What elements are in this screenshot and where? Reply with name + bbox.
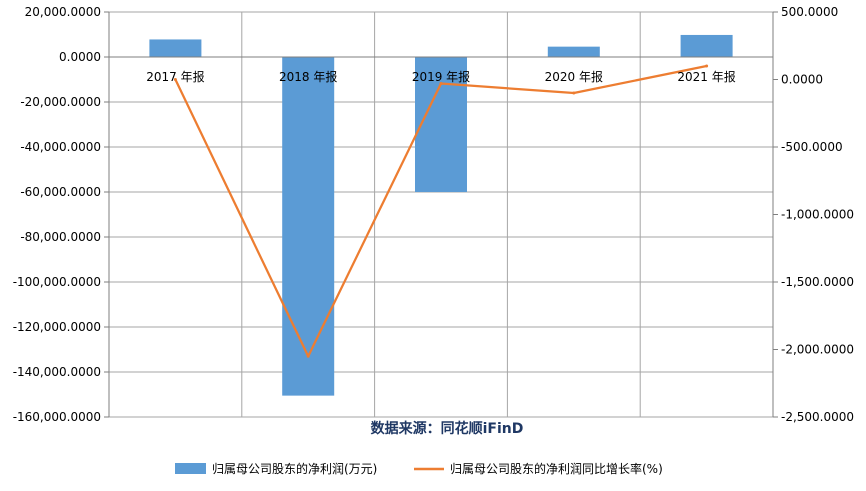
growth-point <box>705 64 709 68</box>
left-axis-tick-label: 0.0000 <box>59 50 101 64</box>
left-axis-tick-label: -20,000.0000 <box>20 95 101 109</box>
legend: 归属母公司股东的净利润(万元) 归属母公司股东的净利润同比增长率(%) <box>175 461 663 476</box>
left-axis-tick-label: 20,000.0000 <box>25 5 101 19</box>
bar <box>149 39 202 57</box>
right-axis-tick-label: -2,500.0000 <box>781 410 854 424</box>
category-label: 2017 年报 <box>146 69 204 84</box>
bar <box>415 57 467 192</box>
right-axis-tick-label: -500.0000 <box>781 140 843 154</box>
left-axis-tick-label: -140,000.0000 <box>13 365 101 379</box>
left-axis-tick-label: -100,000.0000 <box>13 275 101 289</box>
right-axis-tick-label: -1,000.0000 <box>781 208 854 222</box>
legend-bar-label: 归属母公司股东的净利润(万元) <box>212 461 377 476</box>
label-layer: 20,000.0000 0.0000 -20,000.0000 -40,000.000… <box>13 5 854 424</box>
left-axis-tick-label: -80,000.0000 <box>20 230 101 244</box>
bar <box>680 34 733 57</box>
left-axis-tick-label: -60,000.0000 <box>20 185 101 199</box>
line-layer <box>173 64 709 358</box>
bar <box>547 46 600 57</box>
left-axis-tick-label: -120,000.0000 <box>13 320 101 334</box>
bar <box>282 57 335 396</box>
legend-bar-swatch <box>175 463 206 474</box>
category-label: 2018 年报 <box>279 69 337 84</box>
left-axis-tick-label: -40,000.0000 <box>20 140 101 154</box>
right-axis-tick-label: -2,000.0000 <box>781 343 854 357</box>
growth-point <box>173 78 177 81</box>
growth-point <box>306 354 310 358</box>
bar-layer <box>149 34 733 396</box>
legend-line-label: 归属母公司股东的净利润同比增长率(%) <box>450 461 663 476</box>
source-note: 数据来源：同花顺iFinD <box>371 420 524 437</box>
right-axis-tick-label: -1,500.0000 <box>781 275 854 289</box>
category-label: 2019 年报 <box>412 69 470 84</box>
growth-point <box>439 82 443 86</box>
category-label: 2020 年报 <box>545 69 603 84</box>
right-axis-tick-label: 0.0000 <box>781 73 823 87</box>
growth-point <box>572 91 576 95</box>
left-axis-tick-label: -160,000.0000 <box>13 410 101 424</box>
right-axis-tick-label: 500.0000 <box>781 5 838 19</box>
category-label: 2021 年报 <box>677 69 735 84</box>
axis-layer <box>104 11 778 418</box>
